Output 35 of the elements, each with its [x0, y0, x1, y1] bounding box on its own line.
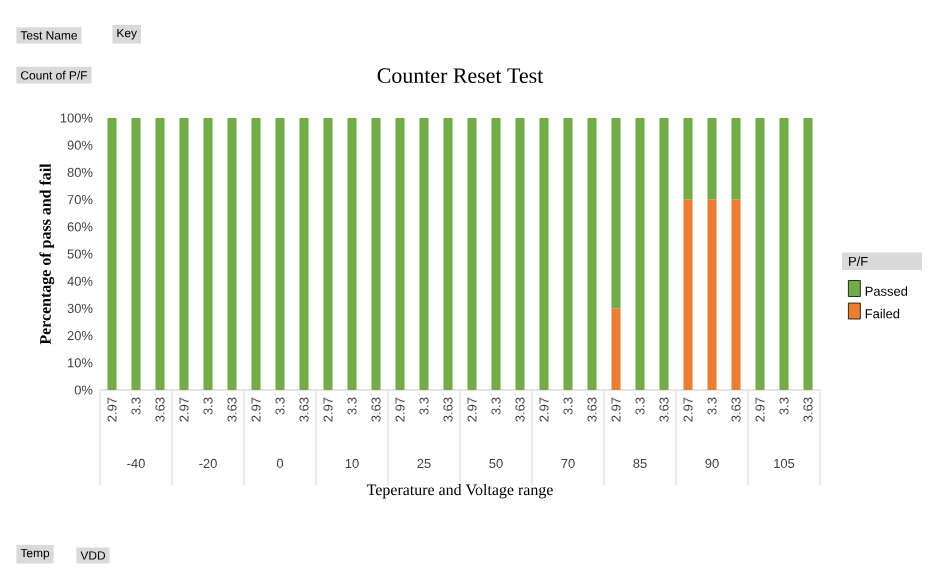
bar: [755, 118, 765, 390]
bar: [419, 118, 429, 390]
bar: [779, 118, 789, 390]
bar: [491, 118, 501, 390]
bar: [731, 199, 741, 390]
bar: [323, 118, 333, 390]
bar: [731, 118, 741, 200]
bar: [179, 118, 189, 390]
bar: [203, 118, 213, 390]
bar: [563, 118, 573, 390]
bar: [659, 118, 669, 390]
bar: [155, 118, 165, 390]
bar: [107, 118, 117, 390]
bar: [635, 118, 645, 390]
bar: [515, 118, 525, 390]
bar: [611, 118, 621, 309]
bar: [395, 118, 405, 390]
bar: [707, 118, 717, 200]
bar: [299, 118, 309, 390]
bar: [683, 199, 693, 390]
bar: [275, 118, 285, 390]
bar: [803, 118, 813, 390]
bar: [251, 118, 261, 390]
bar: [587, 118, 597, 390]
bar: [683, 118, 693, 200]
bar: [539, 118, 549, 390]
bar: [347, 118, 357, 390]
bar: [443, 118, 453, 390]
chart-title: Counter Reset Test: [377, 68, 544, 84]
bar: [227, 118, 237, 390]
bar: [611, 308, 621, 390]
bar: [131, 118, 141, 390]
bar: [707, 199, 717, 390]
bar: [467, 118, 477, 390]
bar: [371, 118, 381, 390]
